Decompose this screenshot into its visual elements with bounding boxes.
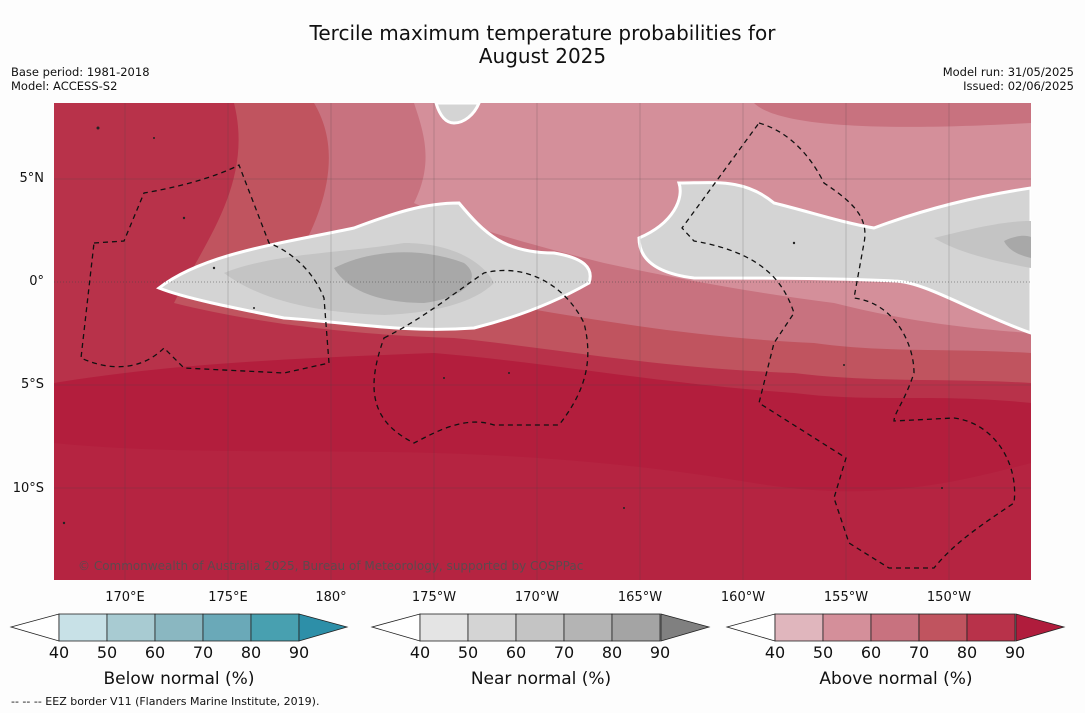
near-normal-top <box>434 103 481 125</box>
colorbar-segment <box>419 613 469 642</box>
colorbar-segment <box>202 613 252 642</box>
colorbar-segment <box>611 613 661 642</box>
colorbar-segment <box>106 613 156 642</box>
lat-label-10s: 10°S <box>12 481 44 496</box>
island-dots <box>62 126 943 525</box>
colorbar-segment <box>515 613 565 642</box>
cb-below-tick: 50 <box>96 643 118 662</box>
lat-label-5s: 5°S <box>20 377 44 392</box>
cb-near-tick: 60 <box>505 643 527 662</box>
lon-label-175w: 175°W <box>411 590 457 605</box>
cb-above-tick: 70 <box>908 643 930 662</box>
cb-above-tick: 50 <box>812 643 834 662</box>
above-normal-label: Above normal (%) <box>819 669 973 689</box>
lon-label-175e: 175°E <box>208 590 248 605</box>
base-period-text: Base period: 1981-2018 <box>11 65 150 79</box>
eez-borders <box>80 122 1016 569</box>
probability-map <box>54 103 1031 580</box>
lon-label-150w: 150°W <box>926 590 972 605</box>
cb-below-tick: 70 <box>192 643 214 662</box>
chart-title: Tercile maximum temperature probabilitie… <box>0 22 1085 68</box>
cb-below-tick: 40 <box>48 643 70 662</box>
colorbar-below-normal <box>9 613 349 642</box>
colorbar-segment <box>774 613 824 642</box>
cb-above-tick: 90 <box>1004 643 1026 662</box>
lon-label-180: 180° <box>315 590 347 605</box>
lat-label-0: 0° <box>29 274 44 289</box>
colorbar-segment <box>467 613 517 642</box>
near-normal-west-60 <box>334 252 472 303</box>
cb-below-tick: 80 <box>240 643 262 662</box>
lon-label-165w: 165°W <box>617 590 663 605</box>
model-run-text: Model run: 31/05/2025 <box>942 65 1074 79</box>
colorbar-near-normal <box>370 613 711 642</box>
near-normal-east <box>637 181 1031 335</box>
cb-below-tick: 90 <box>288 643 310 662</box>
gridlines <box>54 103 1031 580</box>
credit-text: © Commonwealth of Australia 2025, Bureau… <box>78 559 584 573</box>
issued-text: Issued: 02/06/2025 <box>963 79 1074 93</box>
cb-near-tick: 50 <box>457 643 479 662</box>
lat-label-5n: 5°N <box>19 171 45 186</box>
cb-above-tick: 40 <box>764 643 786 662</box>
colorbar-segment <box>918 613 968 642</box>
cb-above-tick: 80 <box>956 643 978 662</box>
colorbar-segment <box>154 613 204 642</box>
cb-above-tick: 60 <box>860 643 882 662</box>
cb-near-tick: 70 <box>553 643 575 662</box>
colorbar-segment <box>563 613 613 642</box>
lon-label-170w: 170°W <box>514 590 560 605</box>
near-normal-label: Near normal (%) <box>470 669 612 689</box>
meta-right: Model run: 31/05/2025 Issued: 02/06/2025 <box>943 65 1074 93</box>
colorbar-segment <box>58 613 108 642</box>
lon-label-160w: 160°W <box>720 590 766 605</box>
cb-near-tick: 90 <box>649 643 671 662</box>
cb-below-tick: 60 <box>144 643 166 662</box>
colorbar-segment <box>870 613 920 642</box>
colorbar-above-normal <box>725 613 1066 642</box>
near-normal-east-50 <box>934 221 1031 268</box>
title-line-2: August 2025 <box>478 44 607 68</box>
title-line-1: Tercile maximum temperature probabilitie… <box>309 21 776 45</box>
colorbar-segment <box>966 613 1016 642</box>
colorbar-segment <box>250 613 300 642</box>
below-normal-label: Below normal (%) <box>103 669 255 689</box>
near-normal-east-60 <box>1004 235 1031 258</box>
south-band <box>54 443 1031 580</box>
colorbar-segment <box>822 613 872 642</box>
cb-near-tick: 80 <box>601 643 623 662</box>
model-text: Model: ACCESS-S2 <box>11 79 118 93</box>
eez-footnote: -- -- -- EEZ border V11 (Flanders Marine… <box>11 695 320 708</box>
cb-near-tick: 40 <box>409 643 431 662</box>
colorbars <box>9 613 1066 642</box>
lon-label-170e: 170°E <box>105 590 145 605</box>
meta-left: Base period: 1981-2018 Model: ACCESS-S2 <box>11 65 150 93</box>
lon-label-155w: 155°W <box>823 590 869 605</box>
